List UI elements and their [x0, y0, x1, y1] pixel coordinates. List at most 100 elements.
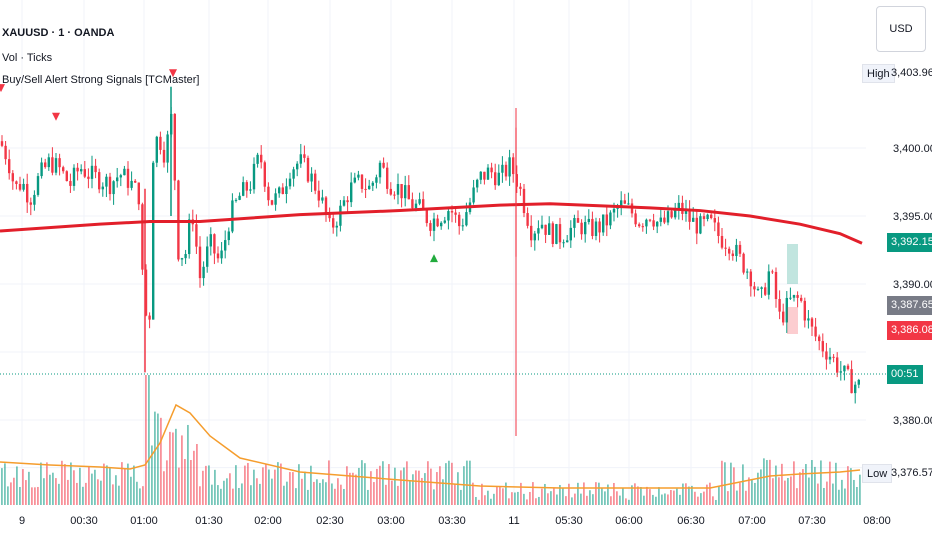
- candle-body: [141, 204, 144, 270]
- volume-bar: [520, 482, 522, 505]
- volume-bar: [631, 485, 633, 505]
- candle-body: [342, 200, 346, 206]
- candle-body: [692, 217, 695, 222]
- volume-bar: [118, 485, 120, 505]
- candle-body: [303, 154, 306, 158]
- currency-button[interactable]: USD: [876, 6, 926, 52]
- candle-body: [522, 188, 526, 214]
- time-tick-label: 05:30: [555, 515, 583, 527]
- candle-body: [814, 326, 817, 337]
- volume-bar: [403, 467, 405, 505]
- volume-bar: [562, 488, 564, 505]
- candle-body: [598, 221, 601, 233]
- time-tick-label: 06:00: [615, 515, 643, 527]
- candle-body: [576, 218, 580, 223]
- candle-body: [789, 297, 792, 299]
- candle-body: [490, 167, 493, 173]
- volume-bar: [802, 469, 804, 505]
- candle-body: [641, 226, 644, 228]
- volume-bar: [541, 488, 543, 505]
- candle-body: [724, 247, 727, 249]
- candle-body: [346, 200, 349, 203]
- candle-body: [800, 297, 803, 301]
- volume-bar: [268, 469, 270, 505]
- candle-body: [281, 187, 284, 195]
- candle-body: [756, 288, 760, 290]
- candle-body: [159, 136, 162, 150]
- candle-body: [155, 136, 158, 163]
- volume-bar: [367, 489, 369, 505]
- candle-body: [119, 175, 122, 178]
- candle-body: [436, 218, 439, 227]
- candle-body: [296, 163, 299, 170]
- volume-bar: [853, 479, 855, 505]
- candle-body: [792, 295, 796, 298]
- volume-bar: [421, 477, 423, 505]
- volume-legend[interactable]: Vol · Ticks: [2, 52, 53, 64]
- volume-bar: [40, 462, 42, 505]
- candle-body: [0, 141, 4, 146]
- candle-body: [11, 173, 14, 182]
- volume-bar: [97, 479, 99, 505]
- volume-bar: [418, 470, 420, 505]
- candle-body: [83, 169, 86, 177]
- candle-body: [526, 213, 529, 226]
- volume-bar: [355, 474, 357, 505]
- candle-body: [738, 244, 742, 254]
- candle-body: [663, 217, 666, 223]
- candle-body: [137, 182, 140, 205]
- volume-bar: [850, 468, 852, 505]
- volume-bar: [751, 479, 753, 505]
- candle-body: [638, 224, 641, 227]
- volume-bar: [673, 490, 675, 505]
- volume-bar: [547, 493, 549, 505]
- volume-bar: [205, 465, 207, 505]
- candle-body: [580, 222, 583, 235]
- volume-bar: [400, 470, 402, 505]
- volume-bar: [829, 461, 831, 505]
- candle-body: [656, 221, 659, 227]
- volume-bar: [409, 480, 411, 505]
- candle-body: [425, 209, 428, 224]
- time-tick-label: 01:00: [130, 515, 158, 527]
- candle-body: [411, 199, 414, 209]
- time-tick-label: 03:30: [438, 515, 466, 527]
- volume-bar: [193, 450, 195, 505]
- candle-body: [850, 369, 853, 394]
- candle-body: [699, 216, 702, 234]
- volume-bar: [703, 491, 705, 505]
- candle-body: [263, 162, 266, 187]
- volume-bar: [640, 487, 642, 505]
- volume-bar: [733, 467, 735, 505]
- candle-body: [551, 223, 554, 244]
- volume-bar: [712, 496, 714, 505]
- volume-bar: [571, 497, 573, 505]
- volume-bar: [292, 472, 294, 505]
- candle-body: [278, 187, 281, 194]
- candle-body: [256, 154, 259, 164]
- candle-body: [234, 199, 238, 201]
- volume-bar: [214, 469, 216, 505]
- candle-body: [620, 200, 623, 208]
- candle-body: [612, 208, 616, 213]
- candle-body: [26, 183, 29, 203]
- volume-bar: [847, 466, 849, 505]
- volume-bar: [85, 482, 87, 505]
- volume-bar: [286, 481, 288, 505]
- candle-body: [22, 183, 25, 190]
- volume-bar: [112, 484, 114, 505]
- candle-body: [209, 234, 212, 247]
- volume-bar: [319, 482, 321, 505]
- candle-body: [105, 176, 108, 187]
- candle-body: [717, 222, 720, 236]
- volume-bar: [634, 483, 636, 505]
- candle-body: [720, 235, 724, 248]
- volume-bar: [256, 478, 258, 505]
- volume-bar: [136, 481, 138, 505]
- volume-bar: [505, 482, 507, 505]
- candle-body: [742, 253, 745, 273]
- candle-body: [112, 181, 115, 195]
- indicator-legend[interactable]: Buy/Sell Alert Strong Signals [TCMaster]: [2, 74, 200, 86]
- symbol-legend[interactable]: XAUUSD · 1 · OANDA: [2, 27, 115, 39]
